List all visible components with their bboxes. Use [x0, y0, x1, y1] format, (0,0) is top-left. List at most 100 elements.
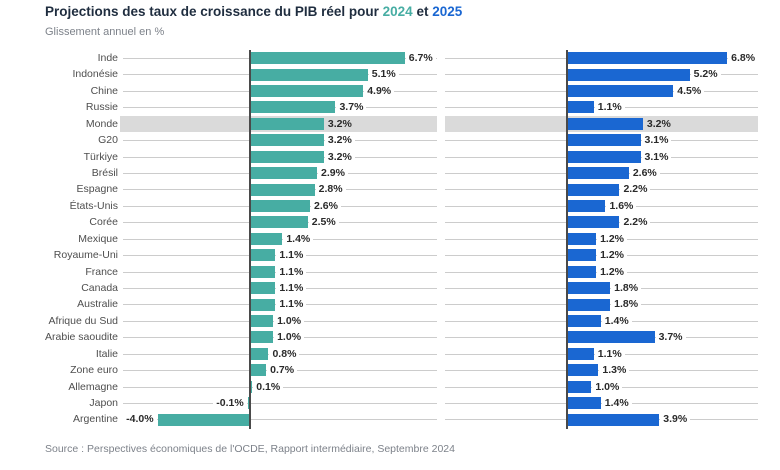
bar-2024	[157, 413, 250, 426]
title-year-2025: 2025	[432, 4, 463, 19]
chart-row: Zone euro 0.7%	[45, 362, 437, 379]
row-label: Türkiye	[83, 150, 118, 163]
bar-2024	[250, 216, 308, 229]
chart-row: 1.1%	[445, 345, 758, 363]
bar-2025	[568, 216, 620, 229]
row-label: Japon	[89, 397, 118, 410]
value-label-2025: 3.2%	[646, 117, 671, 130]
value-label-2024: 0.7%	[267, 362, 298, 379]
chart-row: 2.6%	[445, 165, 758, 182]
row-label: G20	[98, 134, 118, 147]
bar-2024	[247, 397, 250, 410]
row-label: Chine	[90, 84, 118, 97]
leader-line	[123, 403, 437, 405]
row-label: Argentine	[73, 413, 118, 426]
value-label-2025: 1.2%	[597, 263, 628, 280]
chart-row: 1.2%	[445, 247, 758, 264]
bar-2025	[568, 200, 606, 213]
value-label-2024: 1.1%	[276, 247, 307, 264]
value-label-2024: 3.7%	[336, 99, 367, 116]
value-label-2024: 3.2%	[327, 117, 352, 130]
row-label: Arabie saoudite	[45, 331, 118, 344]
value-label-2024: 1.0%	[274, 329, 305, 346]
panel-2025: 6.8% 5.2% 4.5% 1.1% 3.2% 3.1% 3.1% 2.6% 2.2% 1.6%…	[445, 50, 759, 428]
chart-row: États-Unis 2.6%	[45, 197, 437, 215]
value-label-2025: 2.6%	[629, 165, 660, 182]
value-label-2025: 4.5%	[674, 82, 705, 100]
bar-2024	[250, 52, 405, 65]
value-label-2024: 6.7%	[405, 50, 436, 67]
chart-row: Monde 3.2%	[45, 115, 437, 133]
value-label-2024: 1.1%	[276, 263, 307, 280]
chart-row: Canada 1.1%	[45, 280, 437, 297]
row-label: Indonésie	[72, 68, 118, 81]
bar-2024	[250, 232, 283, 245]
chart-row: G20 3.2%	[45, 132, 437, 149]
title-and: et	[416, 4, 429, 19]
bar-2025	[568, 167, 629, 180]
chart-row: Espagne 2.8%	[45, 181, 437, 198]
chart-row: 1.6%	[445, 197, 758, 215]
bar-2025	[568, 117, 643, 130]
chart-row: 3.1%	[445, 148, 758, 165]
bar-2025	[568, 331, 655, 344]
chart-row: Arabie saoudite 1.0%	[45, 329, 437, 346]
bar-2025	[568, 282, 611, 295]
chart-row: 3.9%	[445, 411, 758, 428]
bar-2025	[568, 249, 597, 262]
value-label-2025: 3.7%	[655, 329, 686, 346]
chart-row: Türkiye 3.2%	[45, 148, 437, 165]
value-label-2025: 1.4%	[601, 395, 632, 412]
value-label-2025: 1.1%	[594, 99, 625, 116]
chart-row: 1.3%	[445, 362, 758, 379]
row-label: Mexique	[78, 232, 118, 245]
chart-row: 1.8%	[445, 296, 758, 313]
chart-row: Corée 2.5%	[45, 214, 437, 231]
value-label-2025: 1.3%	[599, 362, 630, 379]
chart-row: 1.1%	[445, 99, 758, 116]
bar-2025	[568, 232, 597, 245]
value-label-2025: 6.8%	[728, 50, 759, 67]
chart-row: 1.4%	[445, 312, 758, 330]
chart-row: Mexique 1.4%	[45, 230, 437, 248]
bar-2025	[568, 364, 599, 377]
chart-row: 3.2%	[445, 115, 758, 133]
row-label: France	[85, 265, 118, 278]
bar-2024	[250, 364, 267, 377]
value-label-2024: 3.2%	[324, 148, 355, 165]
chart-row: Chine 4.9%	[45, 82, 437, 100]
row-label: Allemagne	[68, 380, 118, 393]
value-label-2025: 2.2%	[620, 181, 651, 198]
source-note: Source : Perspectives économiques de l'O…	[45, 443, 455, 455]
chart-row: Afrique du Sud 1.0%	[45, 312, 437, 330]
bar-2025	[568, 52, 728, 65]
bar-2025	[568, 347, 594, 360]
value-label-2025: 2.2%	[620, 214, 651, 231]
bar-2024	[250, 331, 274, 344]
value-label-2025: 3.1%	[641, 132, 672, 149]
row-label: Brésil	[91, 167, 118, 179]
bar-2024	[250, 134, 324, 147]
bar-2025	[568, 101, 594, 114]
value-label-2024: 2.5%	[308, 214, 339, 231]
bar-2024	[250, 167, 317, 180]
chart-row: Italie 0.8%	[45, 345, 437, 363]
bar-2024	[250, 101, 336, 114]
value-label-2024: 0.1%	[253, 378, 284, 395]
value-label-2024: -0.1%	[213, 395, 247, 412]
value-label-2025: 1.2%	[597, 247, 628, 264]
value-label-2024: 1.0%	[274, 312, 305, 330]
value-label-2025: 1.4%	[601, 312, 632, 330]
row-label: Zone euro	[70, 364, 118, 377]
chart-row: 1.0%	[445, 378, 758, 395]
bar-2025	[568, 298, 611, 311]
value-label-2024: 2.9%	[317, 165, 348, 182]
value-label-2024: 1.4%	[283, 230, 314, 248]
value-label-2024: 5.1%	[368, 66, 399, 83]
bar-2024	[250, 68, 368, 81]
bar-2024	[250, 117, 324, 130]
panel-2024: Inde 6.7% Indonésie 5.1% Chine 4.9% Russie 3.7%…	[45, 50, 437, 428]
value-label-2024: 3.2%	[324, 132, 355, 149]
chart-row: Brésil 2.9%	[45, 165, 437, 182]
bar-2024	[250, 298, 276, 311]
